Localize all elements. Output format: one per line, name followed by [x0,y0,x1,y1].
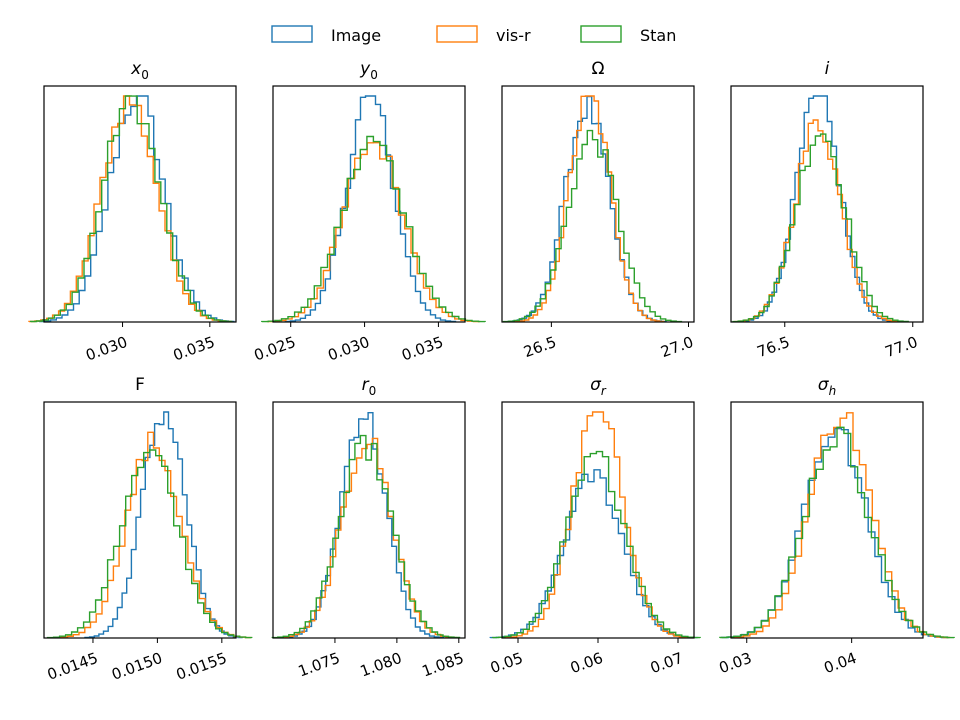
histogram-vis-r [28,95,231,323]
panel-3: i 76.5 77.0 [730,59,924,361]
panel-frame [43,401,237,639]
panel-title: r0 [362,375,377,398]
histogram-vis-r [734,119,902,323]
histogram-vis-r [266,142,481,323]
histogram-vis-r [515,95,665,323]
legend-item-vis-r: vis-r [436,25,531,45]
panel-frame [272,401,466,639]
panel-frame [501,401,695,639]
histogram-image [84,411,244,639]
x-tick-label: 0.07 [648,649,686,677]
x-tick-label: 0.0145 [45,649,100,684]
panel-5: r0 1.075 1.080 1.085 [271,375,467,681]
histogram-stan [46,449,253,639]
histogram-image [284,95,457,323]
histogram-stan [492,450,701,639]
panel-frame [730,85,924,323]
legend-item-image: Image [271,25,381,45]
histogram-vis-r [55,431,252,639]
panel-1: y0 0.025 0.030 0.035 [252,59,486,364]
x-tick-label: 0.04 [821,649,859,677]
histogram-stan [271,434,461,639]
panel-frame [272,85,466,323]
panel-6: σr 0.05 0.06 0.07 [488,375,701,677]
panel-4: F 0.0145 0.0150 0.0155 [43,375,253,684]
histogram-stan [719,426,955,639]
panel-frame [43,85,237,323]
legend: Image vis-r Stan [271,25,676,45]
x-tick-label: 0.030 [325,333,372,365]
histogram-vis-r [277,437,457,639]
x-tick-label: 0.0150 [109,649,164,684]
panel-title: Ω [592,59,605,79]
x-tick-label: 1.080 [358,649,405,681]
panel-title: i [825,59,830,79]
histogram-image [282,412,445,639]
legend-label: Stan [640,26,676,45]
histogram-image [720,427,949,639]
x-tick-label: 1.075 [296,649,343,681]
panel-title: y0 [359,59,378,82]
legend-swatch [271,25,313,43]
x-tick-label: 77.0 [883,333,921,361]
histogram-image [489,469,699,639]
histogram-stan [30,95,233,323]
legend-swatch [436,25,478,43]
x-tick-label: 0.05 [488,649,526,677]
panel-frame [501,85,695,323]
histogram-stan [261,135,486,323]
x-tick-label: 0.06 [568,649,606,677]
panel-0: x0 0.030 0.035 [28,59,237,365]
panel-title: σr [590,375,607,398]
histogram-stan [732,133,909,323]
histogram-vis-r [505,411,691,639]
panel-7: σh 0.03 0.04 [717,375,955,677]
panel-title: F [135,375,145,395]
legend-item-stan: Stan [580,25,676,45]
x-tick-label: 0.030 [83,333,130,365]
x-tick-label: 0.035 [399,333,446,365]
legend-label: Image [331,26,381,45]
x-tick-label: 0.025 [252,333,299,365]
x-tick-label: 1.085 [420,649,467,681]
x-tick-label: 27.0 [658,333,696,361]
histogram-stan [502,129,683,323]
panel-grid: x0 0.030 0.035 y0 0.025 0.030 0.035 Ω 26.5 27.0 i 7… [28,59,955,684]
x-tick-label: 0.035 [171,333,218,365]
panel-title: σh [818,375,836,398]
histogram-vis-r [729,412,951,639]
histogram-image [38,95,235,323]
x-tick-label: 0.03 [717,649,755,677]
x-tick-label: 76.5 [755,333,793,361]
x-tick-label: 26.5 [521,333,559,361]
panel-frame [730,401,924,639]
x-tick-label: 0.0155 [174,649,229,684]
legend-swatch [580,25,622,43]
panel-title: x0 [130,59,149,82]
panel-2: Ω 26.5 27.0 [501,59,696,361]
legend-label: vis-r [496,26,531,45]
